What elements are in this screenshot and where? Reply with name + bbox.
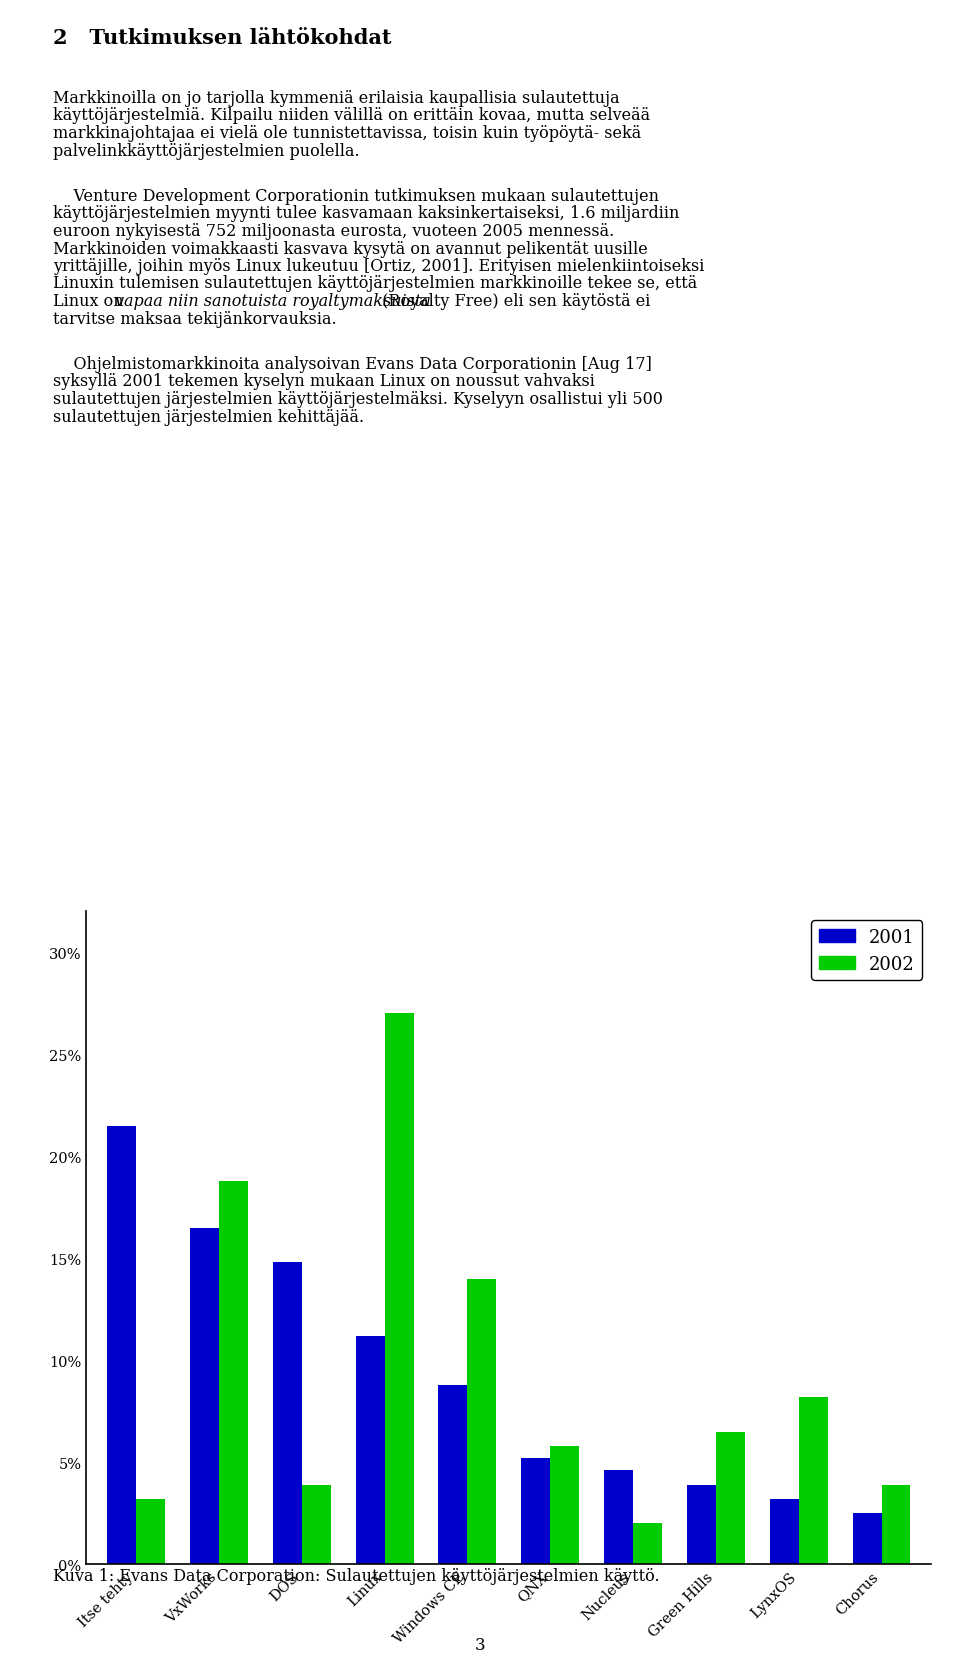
- Text: yrittäjille, joihin myös Linux lukeutuu [Ortiz, 2001]. Erityisen mielenkiintoise: yrittäjille, joihin myös Linux lukeutuu …: [53, 258, 705, 274]
- Text: euroon nykyisestä 752 miljoonasta eurosta, vuoteen 2005 mennessä.: euroon nykyisestä 752 miljoonasta eurost…: [53, 223, 614, 239]
- Bar: [799, 1397, 828, 1564]
- Bar: [385, 1014, 414, 1564]
- Bar: [716, 1432, 745, 1564]
- Bar: [852, 1514, 881, 1564]
- Text: syksyllä 2001 tekemen kyselyn mukaan Linux on noussut vahvaksi: syksyllä 2001 tekemen kyselyn mukaan Lin…: [53, 373, 594, 390]
- Text: sulautettujen järjestelmien käyttöjärjestelmäksi. Kyselyyn osallistui yli 500: sulautettujen järjestelmien käyttöjärjes…: [53, 391, 662, 408]
- Bar: [219, 1181, 248, 1564]
- Text: palvelinkkäyttöjärjestelmien puolella.: palvelinkkäyttöjärjestelmien puolella.: [53, 142, 359, 159]
- Bar: [770, 1499, 799, 1564]
- Text: 2   Tutkimuksen lähtökohdat: 2 Tutkimuksen lähtökohdat: [53, 28, 392, 49]
- Text: Venture Development Corporationin tutkimuksen mukaan sulautettujen: Venture Development Corporationin tutkim…: [53, 187, 659, 204]
- Bar: [273, 1263, 301, 1564]
- Bar: [550, 1445, 579, 1564]
- Bar: [686, 1484, 716, 1564]
- Text: Markkinoilla on jo tarjolla kymmeniä erilaisia kaupallisia sulautettuja: Markkinoilla on jo tarjolla kymmeniä eri…: [53, 90, 619, 107]
- Text: sulautettujen järjestelmien kehittäjää.: sulautettujen järjestelmien kehittäjää.: [53, 408, 364, 425]
- Bar: [439, 1385, 468, 1564]
- Text: Ohjelmistomarkkinoita analysoivan Evans Data Corporationin [Aug 17]: Ohjelmistomarkkinoita analysoivan Evans …: [53, 356, 652, 373]
- Bar: [468, 1278, 496, 1564]
- Text: Kuva 1: Evans Data Corporation: Sulautettujen käyttöjärjestelmien käyttö.: Kuva 1: Evans Data Corporation: Sulautet…: [53, 1568, 660, 1584]
- Bar: [355, 1335, 385, 1564]
- Bar: [521, 1459, 550, 1564]
- Text: (Royalty Free) eli sen käytöstä ei: (Royalty Free) eli sen käytöstä ei: [377, 293, 651, 310]
- Text: Markkinoiden voimakkaasti kasvava kysytä on avannut pelikentät uusille: Markkinoiden voimakkaasti kasvava kysytä…: [53, 241, 648, 258]
- Legend: 2001, 2002: 2001, 2002: [811, 920, 923, 980]
- Text: Linuxin tulemisen sulautettujen käyttöjärjestelmien markkinoille tekee se, että: Linuxin tulemisen sulautettujen käyttöjä…: [53, 276, 697, 293]
- Text: Linux on: Linux on: [53, 293, 129, 310]
- Text: 3: 3: [474, 1636, 486, 1653]
- Bar: [190, 1228, 219, 1564]
- Text: käyttöjärjestelmiä. Kilpailu niiden välillä on erittäin kovaa, mutta selveää: käyttöjärjestelmiä. Kilpailu niiden väli…: [53, 107, 650, 124]
- Bar: [633, 1524, 662, 1564]
- Text: markkinajohtajaa ei vielä ole tunnistettavissa, toisin kuin työpöytä- sekä: markkinajohtajaa ei vielä ole tunnistett…: [53, 125, 641, 142]
- Bar: [108, 1126, 136, 1564]
- Bar: [301, 1484, 331, 1564]
- Text: vapaa niin sanotuista royaltymaksuista: vapaa niin sanotuista royaltymaksuista: [115, 293, 431, 310]
- Text: käyttöjärjestelmien myynti tulee kasvamaan kaksinkertaiseksi, 1.6 miljardiin: käyttöjärjestelmien myynti tulee kasvama…: [53, 206, 679, 223]
- Bar: [136, 1499, 165, 1564]
- Bar: [604, 1471, 633, 1564]
- Bar: [881, 1484, 910, 1564]
- Text: tarvitse maksaa tekijänkorvauksia.: tarvitse maksaa tekijänkorvauksia.: [53, 310, 336, 328]
